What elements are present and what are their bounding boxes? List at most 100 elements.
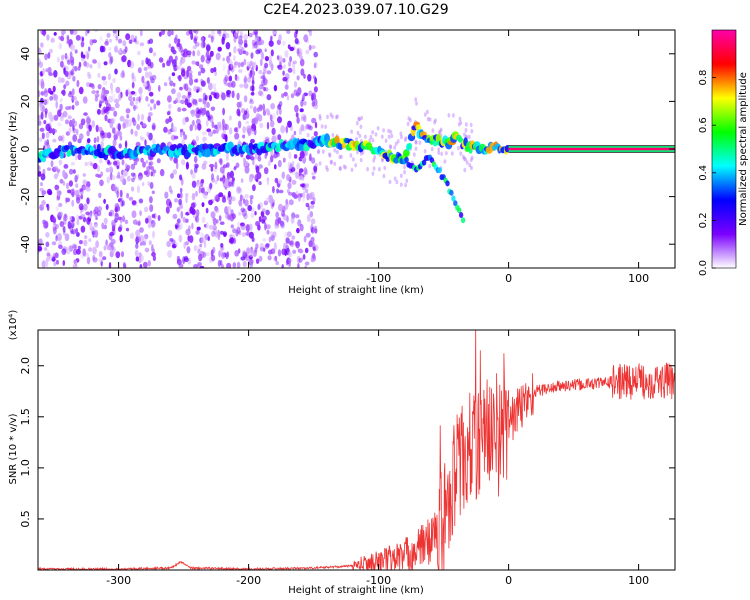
noise-dot [264,222,267,231]
noise-dot [213,66,217,73]
noise-dot [131,186,135,192]
noise-dot [296,75,300,81]
noise-dot [72,127,77,134]
noise-dot [293,154,298,159]
noise-dot [205,43,211,51]
noise-dot [272,186,275,194]
noise-dot [210,35,214,43]
noise-dot [258,216,262,223]
noise-dot [225,42,231,50]
noise-dot [284,231,288,240]
noise-dot [153,103,157,110]
noise-dot [209,94,212,102]
noise-dot [195,190,198,197]
noise-dot [53,32,57,36]
noise-dot [163,82,168,87]
noise-dot [64,233,70,242]
noise-dot [311,45,316,50]
noise-dot [373,155,377,160]
noise-dot [240,46,245,55]
noise-dot [239,194,243,202]
noise-dot [308,125,313,131]
noise-dot [53,70,58,78]
noise-dot [96,108,101,115]
noise-dot [220,264,225,268]
noise-dot [305,232,311,238]
noise-dot [179,204,183,211]
noise-dot [74,189,80,197]
y-tick-label: 20 [19,94,32,108]
noise-dot [189,206,194,214]
noise-dot [278,189,284,194]
x-tick-label: 100 [628,574,649,587]
noise-dot [86,52,89,60]
noise-dot [74,153,78,161]
noise-dot [230,66,235,73]
noise-dot [133,104,136,112]
noise-dot [136,124,141,130]
noise-dot [318,113,322,119]
noise-dot [42,68,45,75]
noise-dot [244,254,250,261]
noise-dot [137,175,143,182]
noise-dot [224,32,230,39]
noise-dot [414,146,418,151]
noise-dot [88,124,92,130]
noise-dot [138,96,141,103]
noise-dot [69,30,74,35]
noise-dot [399,173,403,178]
noise-dot [224,180,229,188]
noise-dot [287,44,291,49]
noise-dot [83,203,88,211]
noise-dot [42,168,46,176]
noise-dot [95,124,99,133]
noise-dot [147,103,151,107]
noise-dot [299,58,305,67]
noise-dot [74,100,80,106]
noise-dot [360,115,364,121]
noise-dot [253,106,257,114]
noise-dot [208,34,212,38]
noise-dot [278,101,283,107]
noise-dot [71,104,75,111]
noise-dot [186,50,192,56]
noise-dot [218,250,222,258]
noise-dot [270,120,275,128]
noise-dot [130,128,134,135]
noise-dot [117,226,122,232]
noise-dot [130,163,136,170]
noise-dot [148,47,153,54]
colorbar-tick-label: 0.0 [698,260,709,276]
noise-dot [38,137,43,142]
noise-dot [254,152,257,161]
noise-dot [389,129,393,135]
noise-dot [189,124,193,132]
branch-blob [451,195,456,202]
noise-dot [295,92,300,97]
noise-dot [38,165,41,171]
noise-dot [103,198,106,204]
noise-dot [120,251,125,258]
noise-dot [39,204,44,211]
y-tick-label: 0 [19,146,32,153]
noise-dot [77,245,81,250]
noise-dot [463,132,466,137]
noise-dot [253,30,259,35]
noise-dot [215,128,219,134]
noise-dot [314,167,317,174]
noise-dot [148,161,154,166]
noise-dot [123,119,129,124]
noise-dot [404,182,407,188]
noise-dot [309,210,314,218]
noise-dot [99,45,104,53]
noise-dot [381,158,384,163]
noise-dot [213,88,217,94]
noise-dot [232,262,237,268]
noise-dot [236,108,241,116]
noise-dot [225,213,230,220]
noise-dot [108,262,112,268]
noise-dot [45,131,50,139]
noise-dot [65,197,71,203]
noise-dot [305,49,310,55]
noise-dot [67,59,71,65]
